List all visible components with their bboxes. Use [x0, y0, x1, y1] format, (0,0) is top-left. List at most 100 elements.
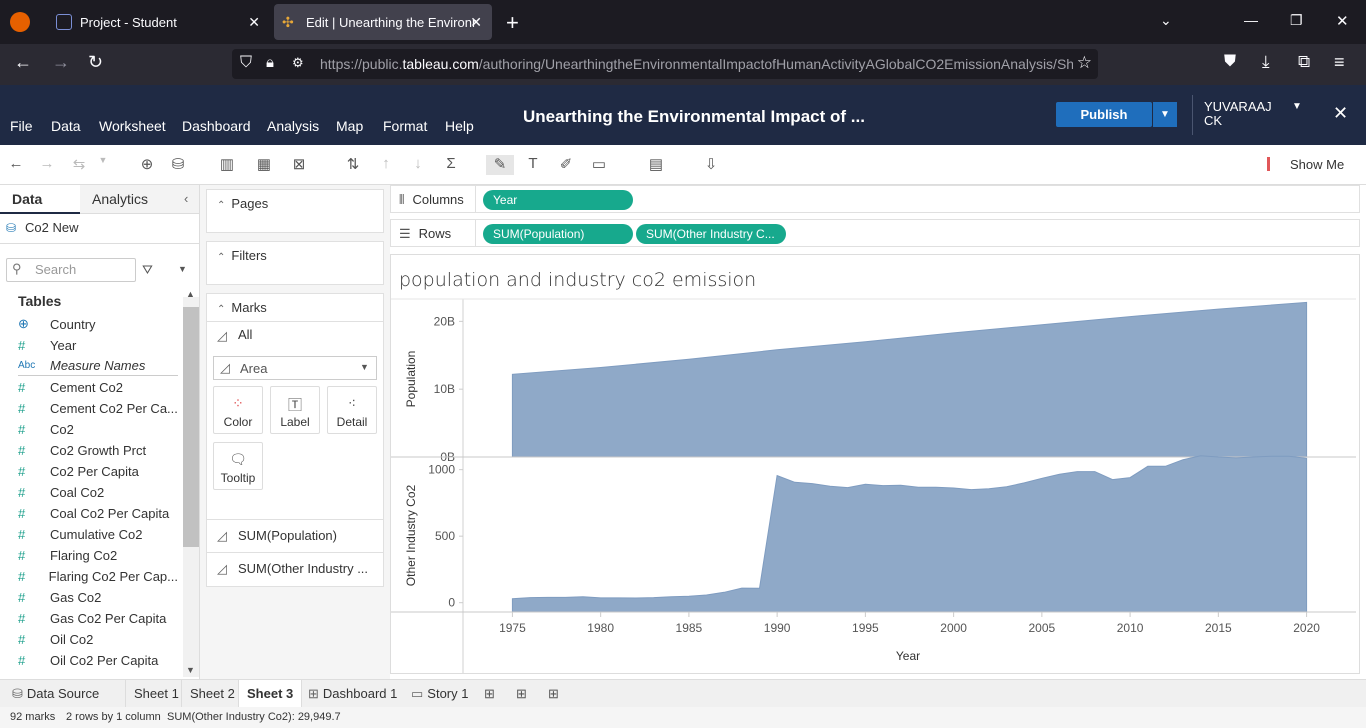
- menu-format[interactable]: Format: [383, 118, 428, 134]
- restore-icon[interactable]: ❐: [1290, 12, 1303, 28]
- field-item[interactable]: # Co2 Per Capita: [18, 461, 178, 481]
- format-icon[interactable]: ✐: [559, 156, 573, 173]
- redo-icon[interactable]: →: [39, 155, 55, 172]
- field-item[interactable]: # Co2: [18, 419, 178, 439]
- publish-button[interactable]: Publish: [1056, 102, 1152, 127]
- menu-analysis[interactable]: Analysis: [267, 118, 320, 134]
- pill-year[interactable]: Year: [483, 190, 633, 210]
- data-source-tab[interactable]: ⛁ Data Source: [12, 686, 100, 701]
- color-button[interactable]: ⁘ Color: [213, 386, 263, 434]
- dashboard-tab[interactable]: ⊞ Dashboard 1: [308, 686, 398, 701]
- sheet-tab-1[interactable]: Sheet 1: [125, 680, 187, 708]
- field-item[interactable]: # Coal Co2: [18, 482, 178, 502]
- close-editor-icon[interactable]: ✕: [1333, 103, 1349, 123]
- tooltip-button[interactable]: 🗨︎ Tooltip: [213, 442, 263, 490]
- field-item[interactable]: Abc Measure Names: [18, 356, 178, 376]
- tab-data[interactable]: Data: [0, 185, 80, 214]
- minimize-icon[interactable]: —: [1244, 12, 1258, 28]
- new-worksheet-icon[interactable]: ▥: [219, 156, 235, 173]
- address-field[interactable]: ⛉ 🔒︎ ⚙ https://public. tableau.com/author…: [232, 49, 1098, 79]
- measure-pill-population[interactable]: ◿ SUM(Population): [207, 520, 383, 552]
- chevron-down-icon[interactable]: ⌄: [1160, 12, 1172, 28]
- back-icon[interactable]: ←: [14, 52, 32, 72]
- field-item[interactable]: # Cement Co2 Per Ca...: [18, 398, 178, 418]
- field-item[interactable]: ⊕ Country: [18, 314, 178, 334]
- undo-icon[interactable]: ←: [8, 155, 24, 172]
- new-dashboard-icon[interactable]: ⊞: [516, 686, 527, 701]
- tab-analytics[interactable]: Analytics ‹: [80, 185, 199, 214]
- sort-ascending-icon[interactable]: ↑: [382, 155, 390, 172]
- pill-sum-population[interactable]: SUM(Population): [483, 224, 633, 244]
- fit-icon[interactable]: ▭: [591, 156, 607, 173]
- sheet-tab-2[interactable]: Sheet 2: [181, 680, 243, 708]
- replay-icon[interactable]: ⇆: [72, 156, 86, 173]
- user-dropdown-icon[interactable]: ▼: [1292, 101, 1302, 112]
- story-tab[interactable]: ▭ Story 1: [411, 686, 469, 701]
- measure-pill-other-industry[interactable]: ◿ SUM(Other Industry ...: [207, 553, 383, 585]
- sort-descending-icon[interactable]: ↓: [414, 155, 422, 172]
- browser-tab-project[interactable]: Project - Student ✕: [44, 0, 270, 44]
- field-item[interactable]: # Cumulative Co2: [18, 524, 178, 544]
- columns-shelf[interactable]: ⫴ Columns Year: [390, 185, 1360, 213]
- field-item[interactable]: # Gas Co2 Per Capita: [18, 608, 178, 628]
- rows-shelf[interactable]: ☰ Rows SUM(Population) SUM(Other Industry…: [390, 219, 1360, 247]
- field-item[interactable]: # Flaring Co2: [18, 545, 178, 565]
- menu-file[interactable]: File: [10, 118, 33, 134]
- firefox-icon[interactable]: [10, 12, 30, 32]
- reload-icon[interactable]: ↻: [88, 52, 104, 72]
- new-tab-icon[interactable]: +: [506, 10, 519, 35]
- extensions-icon[interactable]: ⧉: [1298, 52, 1311, 71]
- browser-tab-edit[interactable]: ✣ Edit | Unearthing the Environme ✕: [274, 4, 492, 40]
- bookmark-star-icon[interactable]: ☆: [1072, 53, 1092, 73]
- pill-sum-other-industry[interactable]: SUM(Other Industry C...: [636, 224, 786, 244]
- search-input[interactable]: Search: [6, 258, 136, 282]
- replay-dropdown-icon[interactable]: ▼: [98, 155, 108, 165]
- new-worksheet-icon[interactable]: ⊞: [484, 686, 495, 701]
- user-name[interactable]: YUVARAAJ CK: [1204, 99, 1272, 128]
- detail-button[interactable]: ⁖ Detail: [327, 386, 377, 434]
- scroll-up-icon[interactable]: ▲: [186, 289, 195, 299]
- close-icon[interactable]: ✕: [470, 13, 482, 30]
- menu-map[interactable]: Map: [336, 118, 364, 134]
- field-item[interactable]: # Coal Co2 Per Capita: [18, 503, 178, 523]
- new-datasource-icon[interactable]: ⊕: [140, 156, 154, 173]
- field-item[interactable]: # Year: [18, 335, 178, 355]
- menu-help[interactable]: Help: [445, 118, 474, 134]
- field-item[interactable]: # Co2 Growth Prct: [18, 440, 178, 460]
- marks-card[interactable]: ⌃ Marks ◿ All ◿ Area ▼ ⁘ Color 🅃︎ Label ⁖ De…: [206, 293, 384, 587]
- clear-icon[interactable]: ⊠: [292, 156, 306, 173]
- field-item[interactable]: # Oil Co2: [18, 629, 178, 649]
- download-icon[interactable]: ⇩: [704, 156, 718, 173]
- window-close-icon[interactable]: ✕: [1336, 13, 1349, 30]
- menu-dashboard[interactable]: Dashboard: [182, 118, 251, 134]
- swap-icon[interactable]: ⇅: [346, 156, 360, 173]
- sheet-tab-3-active[interactable]: Sheet 3: [238, 680, 303, 708]
- workbook-title[interactable]: Unearthing the Environmental Impact of .…: [523, 107, 865, 126]
- publish-dropdown-button[interactable]: ▼: [1153, 102, 1177, 127]
- field-item[interactable]: # Cement Co2: [18, 377, 178, 397]
- chart-title[interactable]: population and industry co2 emission: [399, 269, 757, 291]
- close-icon[interactable]: ✕: [248, 13, 260, 30]
- filter-icon[interactable]: ⛛: [142, 262, 153, 277]
- duplicate-icon[interactable]: ▦: [256, 156, 272, 173]
- field-item[interactable]: # Gas Co2: [18, 587, 178, 607]
- pages-card[interactable]: ⌃ Pages: [206, 189, 384, 233]
- field-item[interactable]: # Flaring Co2 Per Cap...: [18, 566, 178, 586]
- mark-type-select[interactable]: ◿ Area ▼: [213, 356, 377, 380]
- totals-icon[interactable]: Σ: [446, 155, 456, 172]
- menu-worksheet[interactable]: Worksheet: [99, 118, 166, 134]
- forward-icon[interactable]: →: [52, 52, 70, 72]
- pocket-icon[interactable]: ⛊: [1224, 53, 1237, 70]
- show-me-button[interactable]: Show Me: [1290, 157, 1345, 172]
- scrollbar-thumb[interactable]: [183, 307, 199, 547]
- datasource-icon[interactable]: ⛁: [171, 156, 185, 173]
- presentation-icon[interactable]: ▤: [648, 156, 664, 173]
- highlight-icon[interactable]: ✎: [486, 155, 514, 175]
- datasource-name[interactable]: Co2 New: [25, 220, 79, 235]
- menu-data[interactable]: Data: [51, 118, 81, 134]
- download-icon[interactable]: ⤓: [1262, 52, 1270, 71]
- collapse-icon[interactable]: ‹: [184, 191, 189, 206]
- filters-card[interactable]: ⌃ Filters: [206, 241, 384, 285]
- label-button[interactable]: 🅃︎ Label: [270, 386, 320, 434]
